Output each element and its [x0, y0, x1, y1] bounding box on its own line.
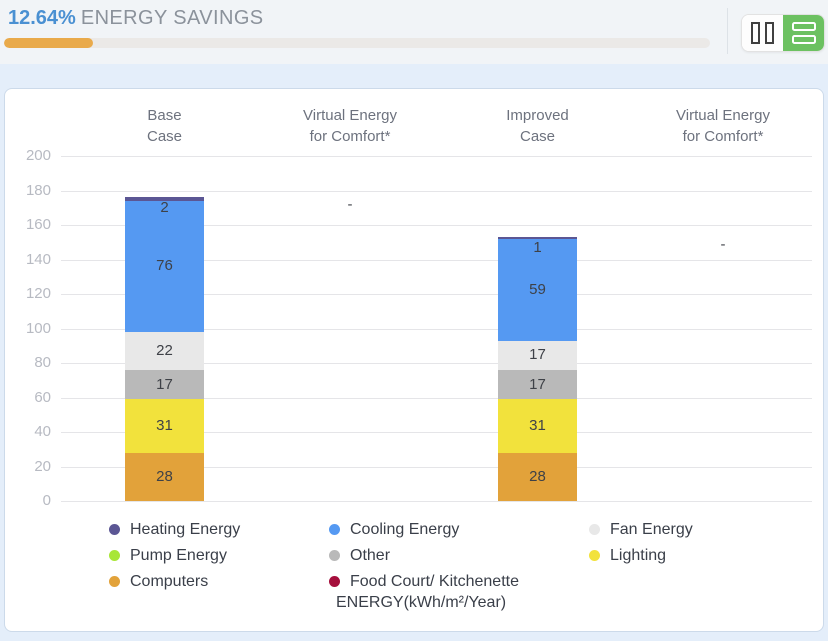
- legend-dot: [109, 550, 120, 561]
- bar-value-label: 17: [156, 375, 173, 393]
- legend-dot: [329, 550, 340, 561]
- bar-segment-cooling-energy: [125, 200, 204, 332]
- gridline: [61, 466, 812, 468]
- legend-item-lighting: Lighting: [589, 545, 666, 566]
- legend-label: Lighting: [610, 547, 667, 564]
- y-axis-tick-label: 60: [34, 388, 51, 406]
- legend-dot: [329, 576, 340, 587]
- bar-value-label: 22: [156, 341, 173, 359]
- legend-dot: [109, 576, 120, 587]
- columns-view-button[interactable]: [742, 15, 783, 51]
- legend-dot: [589, 524, 600, 535]
- legend-label: Computers: [130, 573, 209, 590]
- columns-icon: [751, 22, 774, 44]
- column-header-base-case: Base Case: [146, 107, 183, 145]
- legend-item-heating-energy: Heating Energy: [109, 519, 240, 540]
- bar-value-label: 1: [533, 239, 542, 257]
- legend-dot: [589, 550, 600, 561]
- bar-value-label: 2: [160, 199, 169, 217]
- gridline: [61, 328, 812, 330]
- empty-value-marker: -: [720, 236, 726, 254]
- legend-label: Pump Energy: [130, 547, 227, 564]
- bar-segment-heating-energy: [498, 237, 577, 239]
- rows-icon: [791, 22, 816, 44]
- gridline: [61, 259, 812, 261]
- energy-chart-card: 0 20 40 60 80 100 120 140 160 180 200 Base Case Virtu…: [4, 88, 824, 632]
- bar-segment-computers: [125, 452, 204, 501]
- bar-value-label: 31: [529, 416, 546, 434]
- legend-label: Fan Energy: [610, 521, 693, 538]
- bar-segment-other: [498, 369, 577, 400]
- legend-label: Food Court/ Kitchenette ENERGY(kWh/m²/Yea…: [336, 573, 519, 611]
- legend-item-cooling-energy: Cooling Energy: [329, 519, 459, 540]
- savings-label: ENERGY SAVINGS: [80, 7, 264, 29]
- column-header-virtual-energy-for-comfort: Virtual Energy for Comfort*: [303, 107, 397, 145]
- bar-segment-computers: [498, 452, 577, 501]
- y-axis-tick-label: 40: [34, 423, 51, 440]
- bar-segment-fan-energy: [125, 331, 204, 370]
- y-axis-tick-label: 0: [42, 492, 51, 509]
- legend-item-pump-energy: Pump Energy: [109, 545, 227, 566]
- bar-segment-fan-energy: [498, 340, 577, 370]
- gridline: [61, 294, 812, 295]
- y-axis-tick-label: 160: [25, 216, 51, 233]
- bar-segment-lighting: [498, 399, 577, 453]
- rows-view-button[interactable]: [783, 15, 824, 51]
- bar-segment-heating-energy: [125, 197, 204, 201]
- savings-progress-fill: [4, 38, 94, 48]
- gridline: [61, 363, 812, 364]
- bar-value-label: 17: [529, 375, 546, 393]
- legend-label: Other: [350, 547, 391, 564]
- savings-percent: 12.64%: [8, 7, 76, 29]
- bar-value-label: 76: [156, 257, 173, 275]
- legend-item-computers: Computers: [109, 571, 208, 592]
- column-header-virtual-energy-for-comfort: Virtual Energy for Comfort*: [676, 107, 770, 145]
- view-toggle-group: [741, 14, 825, 52]
- bar-value-label: 17: [529, 346, 546, 364]
- page-title: 12.64% ENERGY SAVINGS: [8, 7, 264, 30]
- gridline: [61, 190, 812, 192]
- y-axis-tick-label: 20: [34, 457, 51, 475]
- legend-label: Cooling Energy: [350, 521, 460, 538]
- legend-dot: [329, 524, 340, 535]
- column-header-improved-case: Improved Case: [506, 107, 569, 145]
- y-axis-tick-label: 180: [25, 181, 51, 199]
- divider: [727, 8, 728, 54]
- bar-value-label: 28: [156, 467, 173, 485]
- bar-value-label: 59: [529, 280, 546, 298]
- y-axis-tick-label: 100: [25, 319, 51, 337]
- y-axis-tick-label: 140: [25, 250, 51, 268]
- gridline: [61, 397, 812, 399]
- gridline: [61, 156, 812, 157]
- empty-value-marker: -: [347, 196, 353, 214]
- y-axis-tick-label: 200: [25, 147, 51, 164]
- legend-item-food-court-kitchenette: Food Court/ Kitchenette ENERGY(kWh/m²/Yea…: [329, 571, 519, 613]
- bar-value-label: 31: [156, 416, 173, 434]
- legend-dot: [109, 524, 120, 535]
- gridline: [61, 225, 812, 226]
- bar-segment-lighting: [125, 399, 204, 453]
- gridline: [61, 432, 812, 433]
- bar-value-label: 28: [529, 467, 546, 485]
- savings-progress-bar: [4, 38, 710, 48]
- y-axis-tick-label: 80: [34, 354, 51, 371]
- y-axis-tick-label: 120: [25, 285, 51, 302]
- bar-segment-other: [125, 369, 204, 400]
- header-bar: 12.64% ENERGY SAVINGS: [0, 0, 828, 64]
- legend-label: Heating Energy: [130, 521, 241, 538]
- legend-item-fan-energy: Fan Energy: [589, 519, 693, 540]
- legend-item-other: Other: [329, 545, 390, 566]
- bar-segment-cooling-energy: [498, 238, 577, 341]
- gridline: [61, 501, 812, 502]
